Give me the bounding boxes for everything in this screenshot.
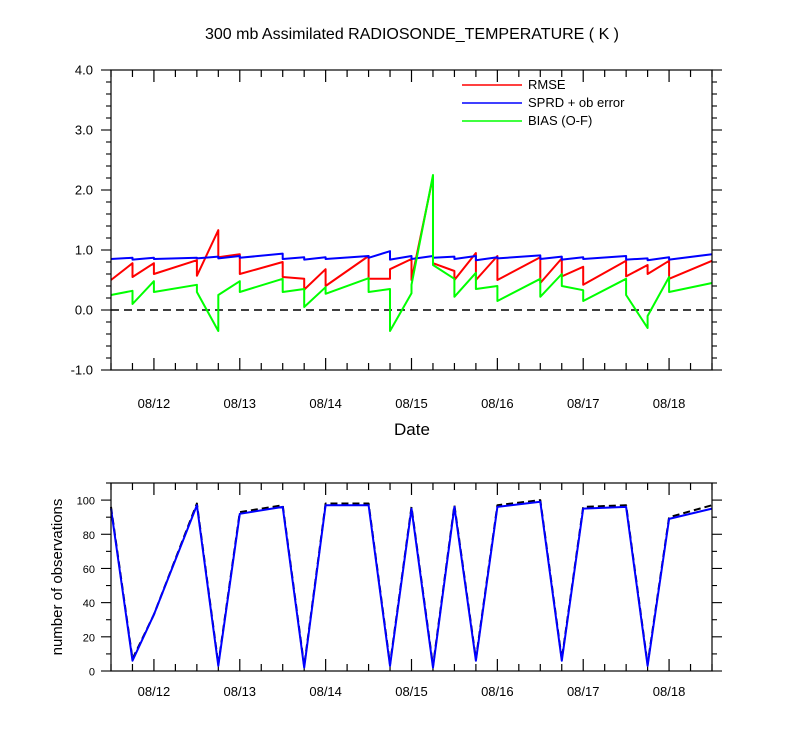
legend-rmse-label: RMSE <box>528 77 566 92</box>
bottom-chart-axes: 08/12 08/13 08/14 08/15 08/16 08/17 08/18 0 20 40… <box>77 482 722 699</box>
legend-sprd-label: SPRD + ob error <box>528 95 625 110</box>
legend: RMSE SPRD + ob error BIAS (O-F) <box>462 77 625 128</box>
bottom-x-tick-label: 08/13 <box>224 684 257 699</box>
top-x-tick-label: 08/14 <box>309 396 342 411</box>
bottom-chart-ylabel: number of observations <box>49 499 66 656</box>
top-series-rmse <box>110 175 713 291</box>
top-y-tick-label: -1.0 <box>71 363 93 378</box>
bottom-y-tick-label: 20 <box>83 632 95 644</box>
bottom-chart-series <box>110 499 713 669</box>
bottom-series-used <box>110 500 713 669</box>
bottom-x-tick-label: 08/16 <box>481 684 514 699</box>
bottom-x-tick-label: 08/17 <box>567 684 600 699</box>
bottom-y-tick-label: 100 <box>77 496 95 508</box>
top-y-tick-label: 2.0 <box>75 183 93 198</box>
bottom-y-tick-label: 60 <box>83 564 95 576</box>
top-y-tick-label: 0.0 <box>75 303 93 318</box>
bottom-chart-frame <box>110 482 713 672</box>
top-series-bias-o-f <box>110 174 713 332</box>
top-x-tick-label: 08/13 <box>224 396 257 411</box>
top-x-tick-label: 08/17 <box>567 396 600 411</box>
top-y-tick-label: 3.0 <box>75 123 93 138</box>
legend-bias-label: BIAS (O-F) <box>528 113 592 128</box>
bottom-y-tick-label: 40 <box>83 598 95 610</box>
top-chart-series <box>110 174 713 332</box>
top-chart-axes: 08/12 08/13 08/14 08/15 08/16 08/17 08/18 -1.0 0… <box>71 63 722 411</box>
top-x-tick-label: 08/18 <box>653 396 686 411</box>
bottom-y-tick-label: 80 <box>83 530 95 542</box>
top-x-tick-label: 08/15 <box>395 396 428 411</box>
top-x-tick-label: 08/16 <box>481 396 514 411</box>
top-y-tick-label: 4.0 <box>75 63 93 78</box>
bottom-y-tick-label: 0 <box>89 667 95 679</box>
bottom-x-tick-label: 08/14 <box>309 684 342 699</box>
top-series-sprd-ob-error <box>110 250 713 262</box>
top-chart-frame <box>110 69 713 371</box>
top-x-tick-label: 08/12 <box>138 396 171 411</box>
top-chart-title: 300 mb Assimilated RADIOSONDE_TEMPERATUR… <box>205 26 619 43</box>
top-chart-xlabel: Date <box>394 420 430 439</box>
bottom-x-tick-label: 08/18 <box>653 684 686 699</box>
bottom-x-tick-label: 08/12 <box>138 684 171 699</box>
top-y-tick-label: 1.0 <box>75 243 93 258</box>
bottom-series-possible <box>110 499 713 667</box>
bottom-x-tick-label: 08/15 <box>395 684 428 699</box>
